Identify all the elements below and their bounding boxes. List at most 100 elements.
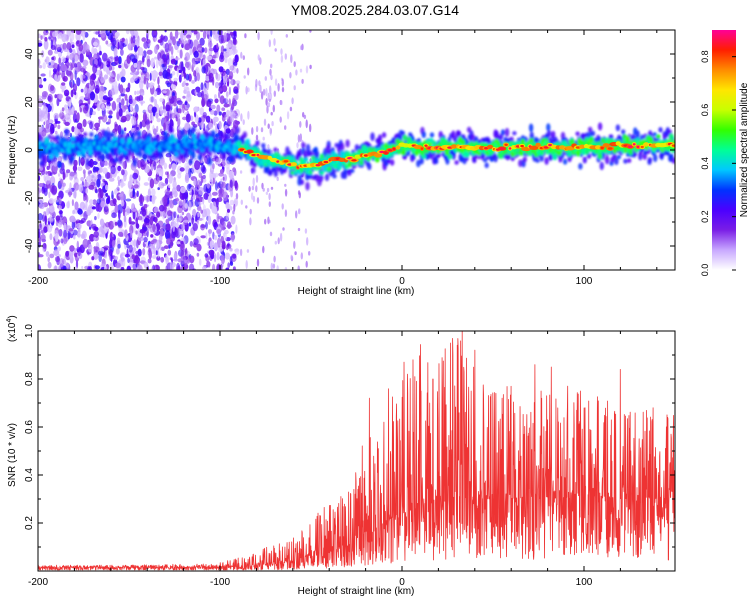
spectrogram-noise-blob [93, 246, 99, 250]
spectrogram-ridge-core [367, 146, 373, 153]
spectrogram-noise-blob [170, 84, 177, 90]
spectrogram-noise-blob [65, 109, 69, 114]
spectrogram-noise-blob [182, 116, 188, 121]
spectrogram-noise-blob [214, 94, 217, 100]
spectrogram-noise-blob [184, 122, 190, 131]
spectrogram-noise-blob [47, 111, 50, 121]
spectrogram-noise-blob [131, 247, 137, 252]
spectrogram-noise-blob [51, 185, 58, 195]
spectrogram-noise-blob [38, 65, 43, 69]
spectrogram-noise-blob [85, 200, 88, 211]
spectrogram-ridge-core [127, 137, 133, 142]
spectrogram-noise-blob [77, 249, 81, 257]
spectrogram-ridge-halo [120, 128, 125, 137]
spectrogram-noise-blob [284, 209, 288, 217]
spectrogram-noise-blob [213, 253, 217, 263]
spectrogram-noise-blob [71, 199, 74, 207]
spectrogram-ridge-halo [575, 131, 580, 136]
spectrogram-noise-blob [163, 122, 166, 132]
spectrogram-noise-blob [92, 111, 96, 116]
spectrogram-noise-blob [179, 245, 183, 250]
spectrogram-noise-blob [277, 83, 280, 92]
spectrogram-noise-blob [265, 98, 268, 106]
spectrogram-noise-blob [58, 57, 62, 66]
spectrogram-noise-blob [296, 142, 299, 149]
spectrogram-noise-blob [68, 191, 73, 196]
spectrogram-noise-blob [221, 244, 226, 250]
spectrogram-noise-blob [101, 114, 108, 123]
spectrogram-ridge-halo [406, 149, 411, 157]
spectrogram-noise-blob [255, 185, 258, 193]
spectrogram-noise-blob [196, 243, 202, 252]
spectrogram-hotspot-peak [636, 145, 640, 149]
spectrogram-noise-blob [133, 44, 138, 53]
spectrogram-noise-blob [284, 188, 288, 197]
spectrogram-noise-blob [165, 223, 171, 233]
spectrogram-ridge-halo [522, 156, 527, 163]
spectrogram-noise-blob [150, 120, 153, 124]
spectrogram-ridge-halo [456, 130, 461, 135]
spectrogram-noise-blob [176, 67, 179, 78]
spectrogram-noise-blob [213, 234, 218, 241]
spectrogram-ridge-core [465, 151, 470, 158]
spectrogram-noise-blob [224, 56, 228, 63]
spectrogram-noise-blob [196, 206, 202, 212]
spectrogram-noise-blob [252, 177, 255, 187]
spectrogram-noise-blob [306, 237, 309, 246]
spectrogram-noise-blob [197, 47, 203, 51]
spectrogram-noise-blob [152, 264, 156, 270]
spectrogram-ridge-halo [473, 136, 479, 142]
spectrogram-noise-blob [160, 256, 165, 263]
spectrogram-noise-blob [84, 195, 87, 201]
spectrogram-ridge-core [123, 149, 128, 155]
spectrogram-noise-blob [123, 172, 127, 182]
spectrogram-ridge-core [172, 137, 178, 144]
spectrogram-ridge-halo [512, 131, 517, 136]
spectrogram-noise-blob [200, 82, 204, 91]
spectrogram-ridge-halo [267, 170, 273, 176]
spectrogram-noise-blob [108, 115, 113, 119]
spectrogram-noise-blob [46, 173, 49, 181]
spectrogram-noise-blob [191, 60, 196, 68]
spectrogram-noise-blob [177, 111, 180, 120]
spectrogram-noise-blob [104, 265, 107, 270]
spectrogram-noise-blob [297, 265, 300, 270]
spectrogram-noise-blob [65, 57, 68, 63]
spectrogram-ridge-halo [197, 154, 202, 161]
spectrogram-noise-blob [162, 210, 166, 220]
spectrogram-noise-blob [212, 201, 217, 212]
spectrogram-noise-blob [70, 63, 73, 71]
spectrogram-ridge-halo [57, 161, 63, 169]
spectrogram-ridge-core [628, 148, 633, 156]
spectrogram-noise-blob [111, 239, 116, 248]
spectrogram-noise-blob [233, 31, 237, 37]
spectrogram-ridge-halo [82, 132, 88, 137]
spectrogram-noise-blob [169, 261, 174, 270]
spectrogram-ridge-halo [614, 157, 619, 165]
spectrogram-ridge-halo [169, 128, 174, 134]
spectrogram-ridge-core [597, 152, 603, 160]
spectrogram-noise-blob [274, 78, 278, 86]
spectrogram-noise-blob [60, 238, 64, 244]
spectrogram-noise-blob [121, 98, 125, 106]
spectrogram-noise-blob [281, 78, 284, 87]
spectrogram-noise-blob [66, 169, 71, 174]
spectrogram-noise-blob [235, 93, 239, 100]
spectrogram-noise-blob [98, 118, 101, 125]
spectrogram-ridge-halo [546, 123, 551, 132]
spectrogram-noise-blob [108, 65, 112, 71]
spectrogram-noise-blob [224, 252, 230, 260]
spectrogram-noise-blob [247, 87, 250, 93]
spectrogram-noise-blob [38, 175, 41, 182]
spectrogram-noise-blob [89, 226, 92, 230]
spectrogram-noise-blob [58, 190, 64, 200]
spectrogram-noise-blob [90, 223, 97, 229]
spectrogram-noise-blob [285, 34, 288, 38]
spectrogram-noise-blob [69, 71, 74, 81]
spectrogram-noise-blob [61, 30, 65, 34]
spectrogram-noise-blob [218, 91, 221, 99]
spectrogram-noise-blob [71, 44, 75, 49]
spectrogram-ridge-halo [261, 143, 266, 149]
spectrogram-noise-blob [198, 217, 203, 221]
spectrogram-noise-blob [207, 215, 212, 225]
